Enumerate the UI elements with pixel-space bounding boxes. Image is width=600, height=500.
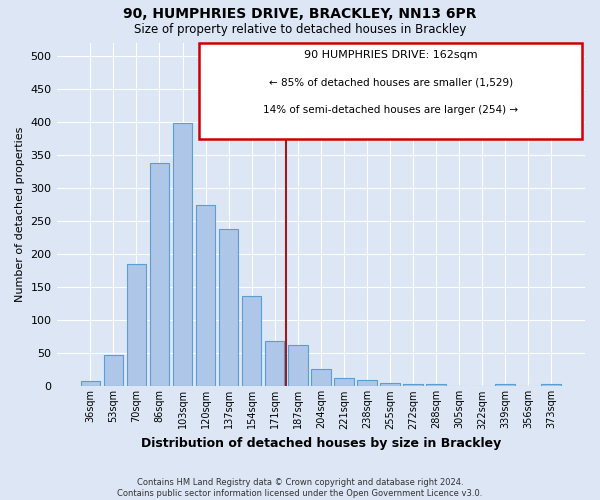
Bar <box>265 341 284 386</box>
Bar <box>541 384 561 386</box>
Bar <box>104 356 123 386</box>
Bar <box>334 378 353 386</box>
Bar <box>496 384 515 386</box>
Bar <box>403 384 423 386</box>
Text: 14% of semi-detached houses are larger (254) →: 14% of semi-detached houses are larger (… <box>263 105 518 115</box>
Bar <box>380 383 400 386</box>
FancyBboxPatch shape <box>199 43 583 139</box>
Y-axis label: Number of detached properties: Number of detached properties <box>15 127 25 302</box>
Bar <box>288 344 308 387</box>
Bar <box>426 384 446 386</box>
Text: 90 HUMPHRIES DRIVE: 162sqm: 90 HUMPHRIES DRIVE: 162sqm <box>304 50 478 60</box>
X-axis label: Distribution of detached houses by size in Brackley: Distribution of detached houses by size … <box>140 437 501 450</box>
Text: Contains HM Land Registry data © Crown copyright and database right 2024.
Contai: Contains HM Land Registry data © Crown c… <box>118 478 482 498</box>
Bar <box>242 296 262 386</box>
Bar <box>196 204 215 386</box>
Bar <box>311 369 331 386</box>
Bar <box>219 229 238 386</box>
Text: 90, HUMPHRIES DRIVE, BRACKLEY, NN13 6PR: 90, HUMPHRIES DRIVE, BRACKLEY, NN13 6PR <box>123 8 477 22</box>
Bar <box>80 381 100 386</box>
Text: Size of property relative to detached houses in Brackley: Size of property relative to detached ho… <box>134 22 466 36</box>
Bar <box>149 163 169 386</box>
Text: ← 85% of detached houses are smaller (1,529): ← 85% of detached houses are smaller (1,… <box>269 78 513 88</box>
Bar <box>357 380 377 386</box>
Bar <box>173 123 193 386</box>
Bar <box>127 264 146 386</box>
